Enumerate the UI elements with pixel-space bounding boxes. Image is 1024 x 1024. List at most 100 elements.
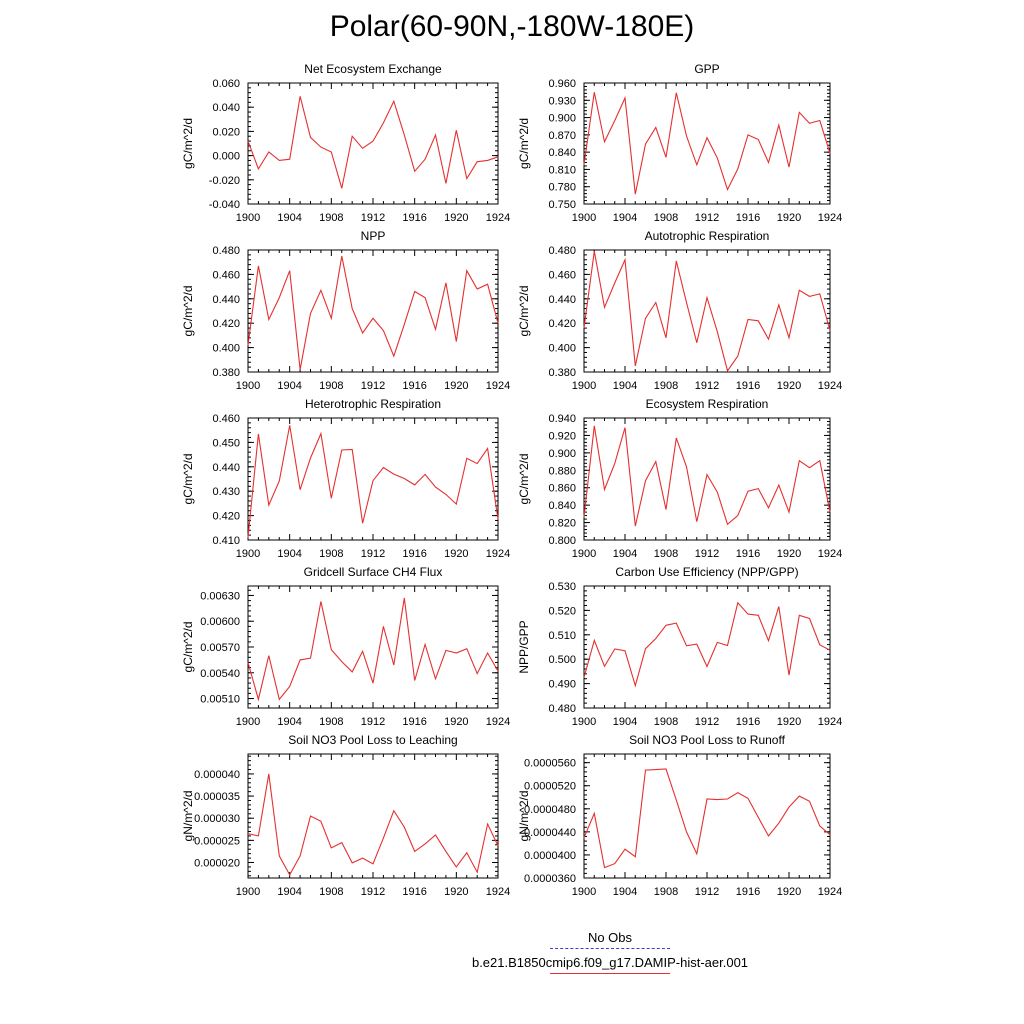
y-tick-label: 0.0000360	[524, 873, 576, 885]
series-line	[583, 425, 831, 527]
panel-1: Net Ecosystem Exchange gC/m^2/d 1900 1904 19…	[181, 62, 510, 224]
y-tick-label: 0.920	[548, 430, 576, 442]
y-tick-label: 0.0000440	[524, 827, 576, 839]
x-tick-label: 1916	[736, 548, 760, 560]
panel-3: NPP gC/m^2/d 1900 1904 1908 1912 1916 1920 1924 0…	[181, 229, 510, 392]
y-tick-label: 0.460	[212, 413, 240, 425]
panel-9: Soil NO3 Pool Loss to Leaching gN/m^2/d 19…	[181, 733, 510, 898]
x-tick-label: 1920	[444, 548, 468, 560]
series-line	[583, 92, 831, 195]
x-tick-label: 1904	[613, 716, 637, 728]
y-tick-label: 0.040	[212, 102, 240, 114]
x-tick-label: 1904	[613, 886, 637, 898]
panel-title: GPP	[694, 62, 719, 76]
y-tick-label: 0.00570	[200, 642, 240, 654]
x-tick-label: 1916	[736, 716, 760, 728]
legend-line-obs	[550, 948, 670, 949]
y-tick-label: 0.00630	[200, 590, 240, 602]
y-tick-label: 0.460	[212, 269, 240, 281]
series-line	[583, 601, 831, 688]
x-tick-label: 1920	[777, 886, 801, 898]
y-tick-label: 0.420	[212, 511, 240, 523]
y-tick-label: 0.410	[212, 535, 240, 547]
x-tick-label: 1916	[402, 380, 426, 392]
x-tick-label: 1908	[654, 548, 678, 560]
y-tick-label: 0.860	[548, 483, 576, 495]
series-line	[247, 425, 499, 538]
x-tick-label: 1904	[277, 716, 301, 728]
legend-line-model	[550, 973, 670, 974]
x-tick-label: 1900	[236, 716, 260, 728]
y-tick-label: 0.430	[212, 486, 240, 498]
x-tick-label: 1912	[695, 380, 719, 392]
y-axis-label: gC/m^2/d	[181, 622, 195, 673]
x-tick-label: 1912	[695, 548, 719, 560]
y-tick-label: 0.750	[548, 199, 576, 211]
panel-title: Soil NO3 Pool Loss to Leaching	[288, 733, 457, 747]
y-tick-label: 0.000020	[194, 858, 240, 870]
y-tick-label: 0.880	[548, 465, 576, 477]
x-tick-label: 1912	[695, 716, 719, 728]
x-tick-label: 1908	[319, 548, 343, 560]
y-tick-label: 0.780	[548, 182, 576, 194]
x-tick-label: 1904	[277, 212, 301, 224]
x-tick-label: 1908	[654, 212, 678, 224]
x-tick-label: 1924	[486, 886, 510, 898]
plot-frame	[247, 417, 499, 541]
x-tick-label: 1900	[236, 212, 260, 224]
y-tick-label: 0.00510	[200, 694, 240, 706]
x-tick-label: 1924	[818, 548, 842, 560]
x-tick-label: 1920	[444, 716, 468, 728]
legend-label-model: b.e21.B1850cmip6.f09_g17.DAMIP-hist-aer.…	[471, 955, 749, 970]
y-tick-label: 0.900	[548, 448, 576, 460]
panel-6: Ecosystem Respiration gC/m^2/d 1900 1904 190…	[517, 397, 842, 560]
y-tick-label: 0.420	[212, 318, 240, 330]
panel-title: Autotrophic Respiration	[645, 229, 770, 243]
y-tick-label: 0.520	[548, 605, 576, 617]
x-tick-label: 1924	[486, 380, 510, 392]
y-tick-label: 0.440	[212, 294, 240, 306]
x-tick-label: 1920	[444, 380, 468, 392]
panel-title: Heterotrophic Respiration	[305, 397, 441, 411]
y-tick-label: 0.530	[548, 581, 576, 593]
x-tick-label: 1920	[777, 548, 801, 560]
y-tick-label: 0.800	[548, 535, 576, 547]
y-tick-label: 0.450	[212, 437, 240, 449]
x-tick-label: 1912	[361, 212, 385, 224]
y-axis-label: gC/m^2/d	[517, 454, 531, 505]
y-tick-label: 0.490	[548, 679, 576, 691]
panel-title: Net Ecosystem Exchange	[304, 62, 442, 76]
y-axis-label: gN/m^2/d	[181, 791, 195, 842]
x-tick-label: 1900	[572, 380, 596, 392]
series-line	[583, 768, 831, 869]
y-tick-label: 0.00600	[200, 616, 240, 628]
y-tick-label: -0.020	[209, 175, 240, 187]
y-axis-label: gC/m^2/d	[517, 118, 531, 169]
y-tick-label: 0.480	[212, 245, 240, 257]
y-tick-label: 0.440	[548, 294, 576, 306]
legend-label-obs: No Obs	[587, 930, 633, 945]
panel-10: Soil NO3 Pool Loss to Runoff gN/m^2/d 1900…	[517, 733, 842, 898]
x-tick-label: 1908	[654, 886, 678, 898]
series-line	[247, 96, 499, 189]
y-tick-label: 0.380	[548, 367, 576, 379]
y-tick-label: 0.400	[212, 343, 240, 355]
y-tick-label: 0.060	[212, 78, 240, 90]
panel-title: NPP	[361, 229, 386, 243]
x-tick-label: 1912	[361, 886, 385, 898]
y-axis-label: gN/m^2/d	[517, 791, 531, 842]
x-tick-label: 1904	[277, 548, 301, 560]
y-tick-label: 0.810	[548, 164, 576, 176]
x-tick-label: 1912	[695, 886, 719, 898]
y-axis-label: gC/m^2/d	[181, 454, 195, 505]
plot-frame	[247, 585, 499, 709]
plot-frame	[247, 82, 499, 205]
panel-title: Ecosystem Respiration	[646, 397, 769, 411]
x-tick-label: 1924	[486, 548, 510, 560]
y-axis-label: gC/m^2/d	[517, 286, 531, 337]
x-tick-label: 1920	[444, 212, 468, 224]
x-tick-label: 1920	[777, 380, 801, 392]
y-tick-label: 0.0000520	[524, 781, 576, 793]
x-tick-label: 1924	[818, 212, 842, 224]
y-tick-label: 0.870	[548, 130, 576, 142]
